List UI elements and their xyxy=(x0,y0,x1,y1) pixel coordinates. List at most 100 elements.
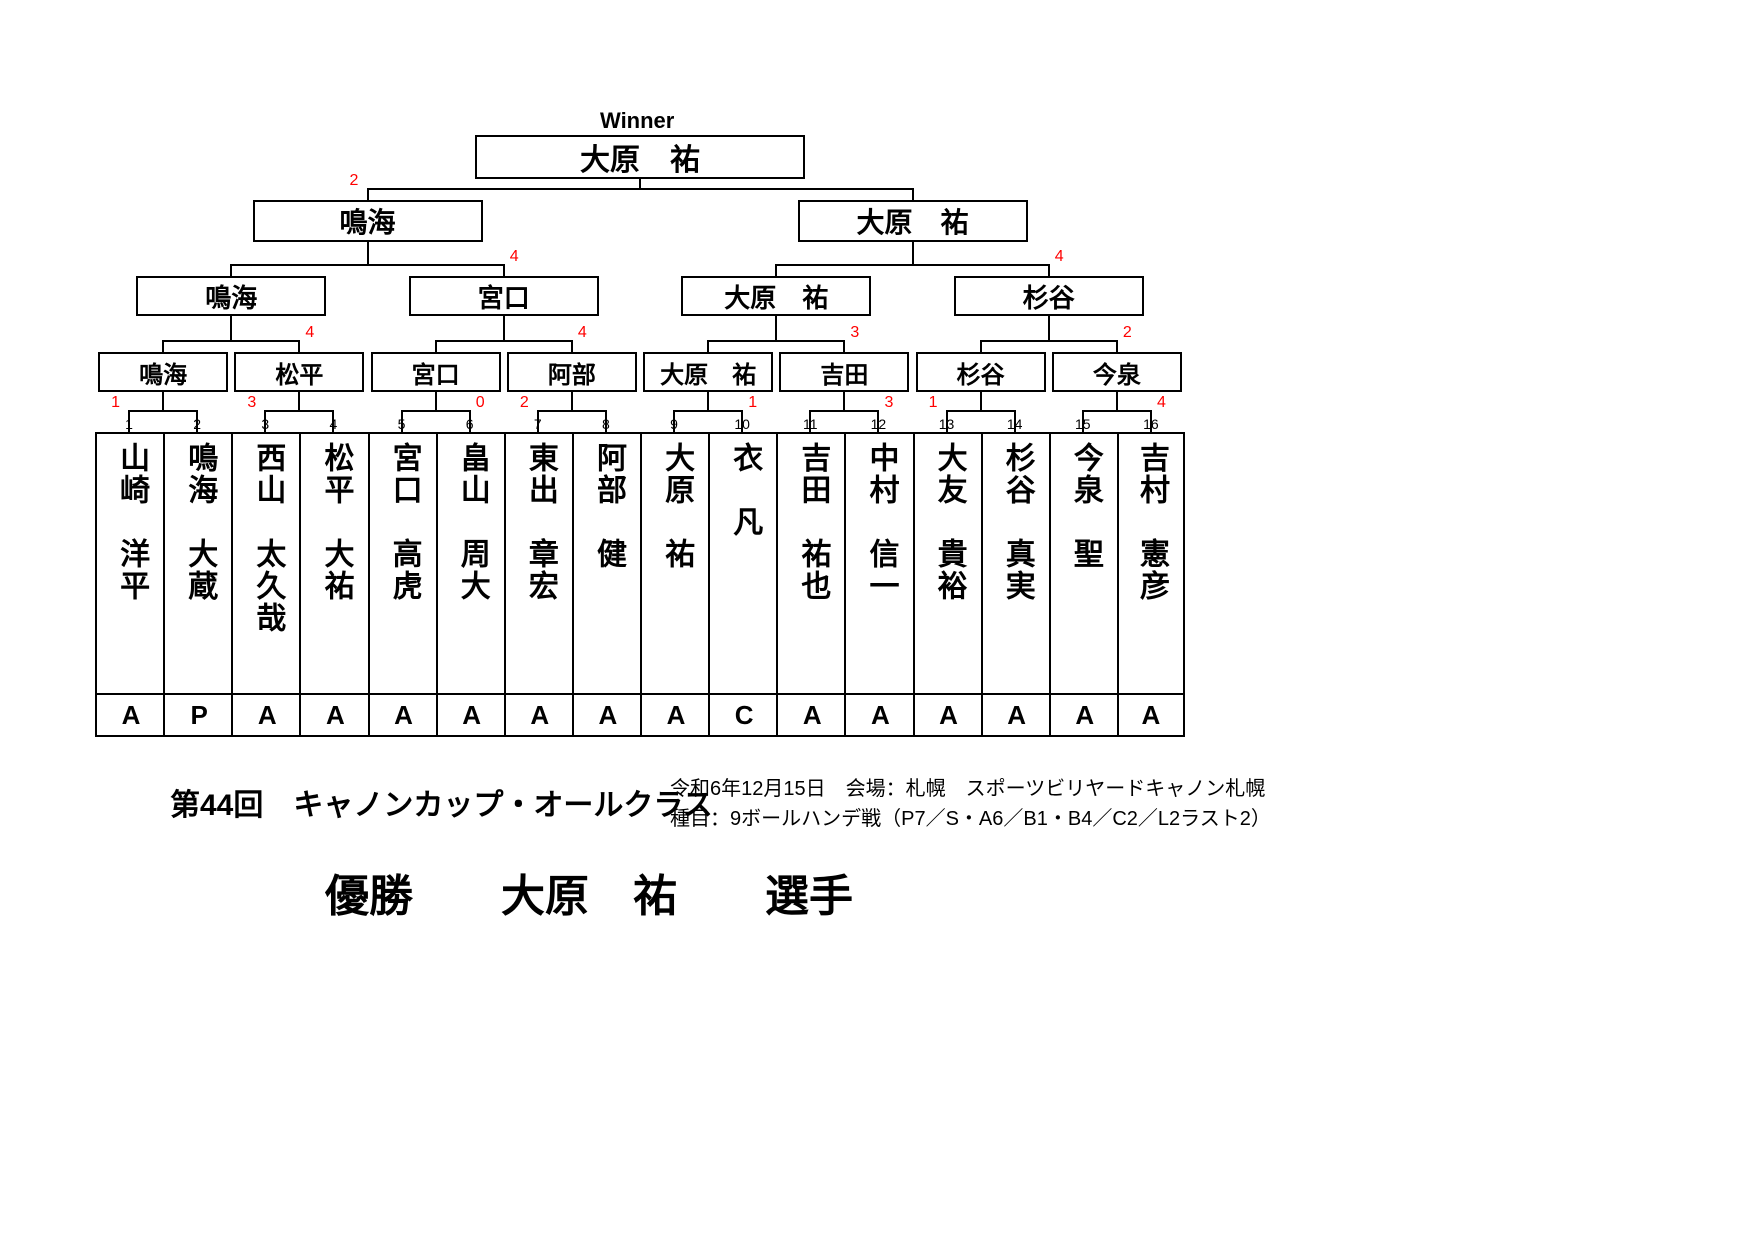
player-name: 畠山 周大 xyxy=(438,434,506,693)
player-name: 吉村 憲彦 xyxy=(1119,434,1183,693)
qf-score: 4 xyxy=(1055,248,1064,266)
r16-score: 3 xyxy=(850,324,859,342)
player-slot: 今泉 聖A xyxy=(1049,432,1119,737)
player-slot: 畠山 周大A xyxy=(436,432,506,737)
player-slot: 松平 大祐A xyxy=(299,432,369,737)
bracket-line xyxy=(469,410,471,434)
bracket-line xyxy=(673,410,675,434)
player-slot: 阿部 健A xyxy=(572,432,642,737)
r16-score: 4 xyxy=(305,324,314,342)
player-name: 鳴海 大蔵 xyxy=(165,434,233,693)
r16-box: 宮口 xyxy=(371,352,501,392)
player-slot: 東出 章宏A xyxy=(504,432,574,737)
player-class: A xyxy=(915,693,983,735)
player-class: A xyxy=(846,693,914,735)
player-name: 阿部 健 xyxy=(574,434,642,693)
player-class: A xyxy=(1051,693,1119,735)
player-slot: 鳴海 大蔵P xyxy=(163,432,233,737)
player-slot: 山崎 洋平A xyxy=(95,432,165,737)
winner-label: Winner xyxy=(600,108,674,134)
player-slot: 大友 貴裕A xyxy=(913,432,983,737)
player-name: 今泉 聖 xyxy=(1051,434,1119,693)
bracket-line xyxy=(435,340,437,354)
event-title: 第44回 キャノンカップ・オールクラス xyxy=(170,780,713,824)
bracket-line xyxy=(707,340,709,354)
bracket-line xyxy=(571,390,573,412)
qf-box: 杉谷 xyxy=(954,276,1144,316)
r32-score: 4 xyxy=(1157,394,1166,412)
bracket-line xyxy=(707,390,709,412)
player-class: A xyxy=(301,693,369,735)
player-class: A xyxy=(97,693,165,735)
r16-score: 2 xyxy=(1123,324,1132,342)
bracket-line xyxy=(1048,264,1050,278)
bracket-line xyxy=(162,390,164,412)
final-box: 大原 祐 xyxy=(475,135,805,179)
bracket-line xyxy=(1116,390,1118,412)
r16-box: 今泉 xyxy=(1052,352,1182,392)
qf-box: 大原 祐 xyxy=(681,276,871,316)
player-name: 西山 太久哉 xyxy=(233,434,301,693)
bracket-line xyxy=(877,410,879,434)
r32-score: 2 xyxy=(520,394,529,412)
event-meta-1: 令和6年12月15日 会場：札幌 スポーツビリヤードキャノン札幌 xyxy=(670,772,1265,801)
bracket-line xyxy=(1014,410,1016,434)
bracket-line xyxy=(298,390,300,412)
r32-score: 3 xyxy=(884,394,893,412)
r32-score: 1 xyxy=(929,394,938,412)
r16-box: 阿部 xyxy=(507,352,637,392)
r16-box: 吉田 xyxy=(779,352,909,392)
qf-box: 宮口 xyxy=(409,276,599,316)
player-slot: 杉谷 真実A xyxy=(981,432,1051,737)
player-class: A xyxy=(233,693,301,735)
bracket-line xyxy=(1116,340,1118,354)
player-name: 大原 祐 xyxy=(642,434,710,693)
r32-score: 1 xyxy=(111,394,120,412)
player-class: A xyxy=(642,693,710,735)
bracket-line xyxy=(196,410,198,434)
bracket-line xyxy=(605,410,607,434)
player-class: A xyxy=(438,693,506,735)
player-slot: 西山 太久哉A xyxy=(231,432,301,737)
player-class: A xyxy=(778,693,846,735)
r32-score: 0 xyxy=(476,394,485,412)
bracket-line xyxy=(367,188,369,202)
bracket-line xyxy=(775,264,777,278)
bracket-line xyxy=(912,188,914,202)
bracket-line xyxy=(980,390,982,412)
player-class: A xyxy=(574,693,642,735)
qf-box: 鳴海 xyxy=(136,276,326,316)
bracket-line xyxy=(775,314,777,342)
player-class: A xyxy=(370,693,438,735)
bracket-line xyxy=(843,340,845,354)
sf-box: 鳴海 xyxy=(253,200,483,242)
bracket-line xyxy=(332,410,334,434)
r16-box: 大原 祐 xyxy=(643,352,773,392)
r16-score: 4 xyxy=(578,324,587,342)
r32-score: 3 xyxy=(247,394,256,412)
bracket-line xyxy=(1048,314,1050,342)
bracket-line xyxy=(230,264,232,278)
player-slot: 吉村 憲彦A xyxy=(1117,432,1185,737)
player-class: C xyxy=(710,693,778,735)
bracket-line xyxy=(537,410,539,434)
bracket-line xyxy=(980,340,982,354)
player-name: 松平 大祐 xyxy=(301,434,369,693)
r32-score: 1 xyxy=(748,394,757,412)
bracket-line xyxy=(435,390,437,412)
bracket-line xyxy=(912,240,914,266)
r16-box: 鳴海 xyxy=(98,352,228,392)
bracket-line xyxy=(1150,410,1152,434)
bracket-line xyxy=(946,410,948,434)
player-name: 吉田 祐也 xyxy=(778,434,846,693)
player-class: P xyxy=(165,693,233,735)
player-name: 中村 信一 xyxy=(846,434,914,693)
event-meta-2: 種目：9ボールハンデ戦（P7／S・A6／B1・B4／C2／L2ラスト2） xyxy=(670,802,1271,831)
bracket-line xyxy=(162,340,164,354)
player-class: A xyxy=(506,693,574,735)
bracket-line xyxy=(230,314,232,342)
player-slot: 大原 祐A xyxy=(640,432,710,737)
bracket-line xyxy=(367,240,369,266)
sf-score: 2 xyxy=(350,172,359,190)
bracket-line xyxy=(264,410,266,434)
